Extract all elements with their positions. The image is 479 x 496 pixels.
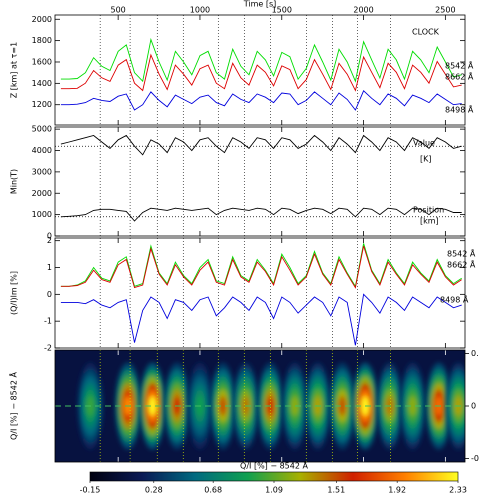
y-tick-label: 0.30 — [471, 349, 479, 358]
plot-area — [60, 15, 462, 125]
y-axis-label: Q/I [%] − 8542 Å — [8, 372, 19, 440]
plot-area — [55, 350, 465, 462]
series-label: 8498 Å — [440, 294, 469, 305]
x-tick-label: 2500 — [435, 6, 455, 15]
series-line — [60, 90, 462, 111]
blob-core — [219, 396, 227, 416]
blob — [139, 362, 166, 450]
colorbar-tick-label: 1.92 — [388, 486, 406, 495]
series-label: 8498 Å — [445, 104, 474, 115]
colorbar-tick-label: 1.51 — [327, 486, 345, 495]
series-label: 8542 Å — [447, 248, 476, 259]
series-line — [60, 207, 462, 222]
panel-frame — [54, 14, 466, 126]
panel-frame — [54, 349, 466, 463]
plot-area — [60, 238, 462, 348]
annotation: [km] — [420, 217, 439, 226]
series-line — [60, 53, 462, 92]
y-tick-label: 1600 — [32, 57, 52, 66]
y-tick-label: 2000 — [32, 189, 52, 198]
colorbar — [89, 471, 459, 482]
blob — [399, 362, 426, 450]
y-tick-label: 0 — [47, 232, 52, 241]
series-line — [60, 243, 462, 288]
blob-core — [408, 396, 417, 416]
series-line — [60, 293, 462, 346]
y-tick-label: 3000 — [32, 167, 52, 176]
blob-core — [148, 396, 157, 416]
x-axis-label: Time [s] — [243, 0, 277, 9]
y-tick-label: 1200 — [32, 100, 52, 109]
series-label: 8542 Å — [445, 60, 474, 71]
y-tick-label: 0 — [47, 290, 52, 299]
x-tick-label: 1500 — [272, 6, 292, 15]
colorbar-tick-label: 1.09 — [265, 486, 283, 495]
blob-core — [338, 396, 347, 416]
colorbar-label: Q/I [%] − 8542 Å — [240, 460, 308, 471]
y-axis-label: Z [km] at τ=1 — [10, 42, 19, 98]
colorbar-tick-label: -0.15 — [80, 486, 101, 495]
y-tick-label: 1400 — [32, 79, 52, 88]
colorbar-tick-label: 0.28 — [145, 486, 163, 495]
blob-core — [291, 396, 299, 416]
series-label: 8662 Å — [447, 259, 476, 270]
panel-frame — [54, 126, 466, 237]
y-axis-label: Min(T) — [10, 169, 19, 194]
series-label: Position — [413, 206, 444, 215]
y-tick-label: 0 — [471, 402, 476, 411]
panel-frame — [54, 237, 466, 349]
y-tick-label: 4000 — [32, 146, 52, 155]
blob — [304, 362, 331, 450]
y-tick-label: 2 — [47, 236, 52, 245]
y-tick-label: 1000 — [32, 210, 52, 219]
y-tick-label: 1 — [47, 263, 52, 272]
y-tick-label: -2 — [44, 344, 52, 353]
plot-area — [55, 127, 465, 236]
y-axis-label: (Q/I)lm [%] — [10, 271, 19, 315]
blob — [329, 362, 356, 450]
series-line — [60, 37, 462, 83]
series-label: Value — [413, 139, 435, 148]
x-tick-label: 1000 — [190, 6, 210, 15]
y-tick-label: -0.30 — [471, 454, 479, 463]
blob — [209, 362, 236, 450]
series-line — [60, 134, 462, 156]
series-line — [60, 245, 462, 289]
series-label: 8662 Å — [445, 71, 474, 82]
y-tick-label: 1800 — [32, 36, 52, 45]
x-tick-label: 2000 — [353, 6, 373, 15]
annotation: [K] — [420, 155, 432, 164]
annotation: CLOCK — [412, 28, 440, 37]
y-tick-label: 5000 — [32, 125, 52, 134]
colorbar-tick-label: 2.33 — [449, 486, 467, 495]
blob — [281, 362, 308, 450]
x-tick-label: 500 — [111, 6, 126, 15]
y-tick-label: -1 — [44, 317, 52, 326]
colorbar-tick-label: 0.68 — [204, 486, 222, 495]
y-tick-label: 2000 — [32, 15, 52, 24]
